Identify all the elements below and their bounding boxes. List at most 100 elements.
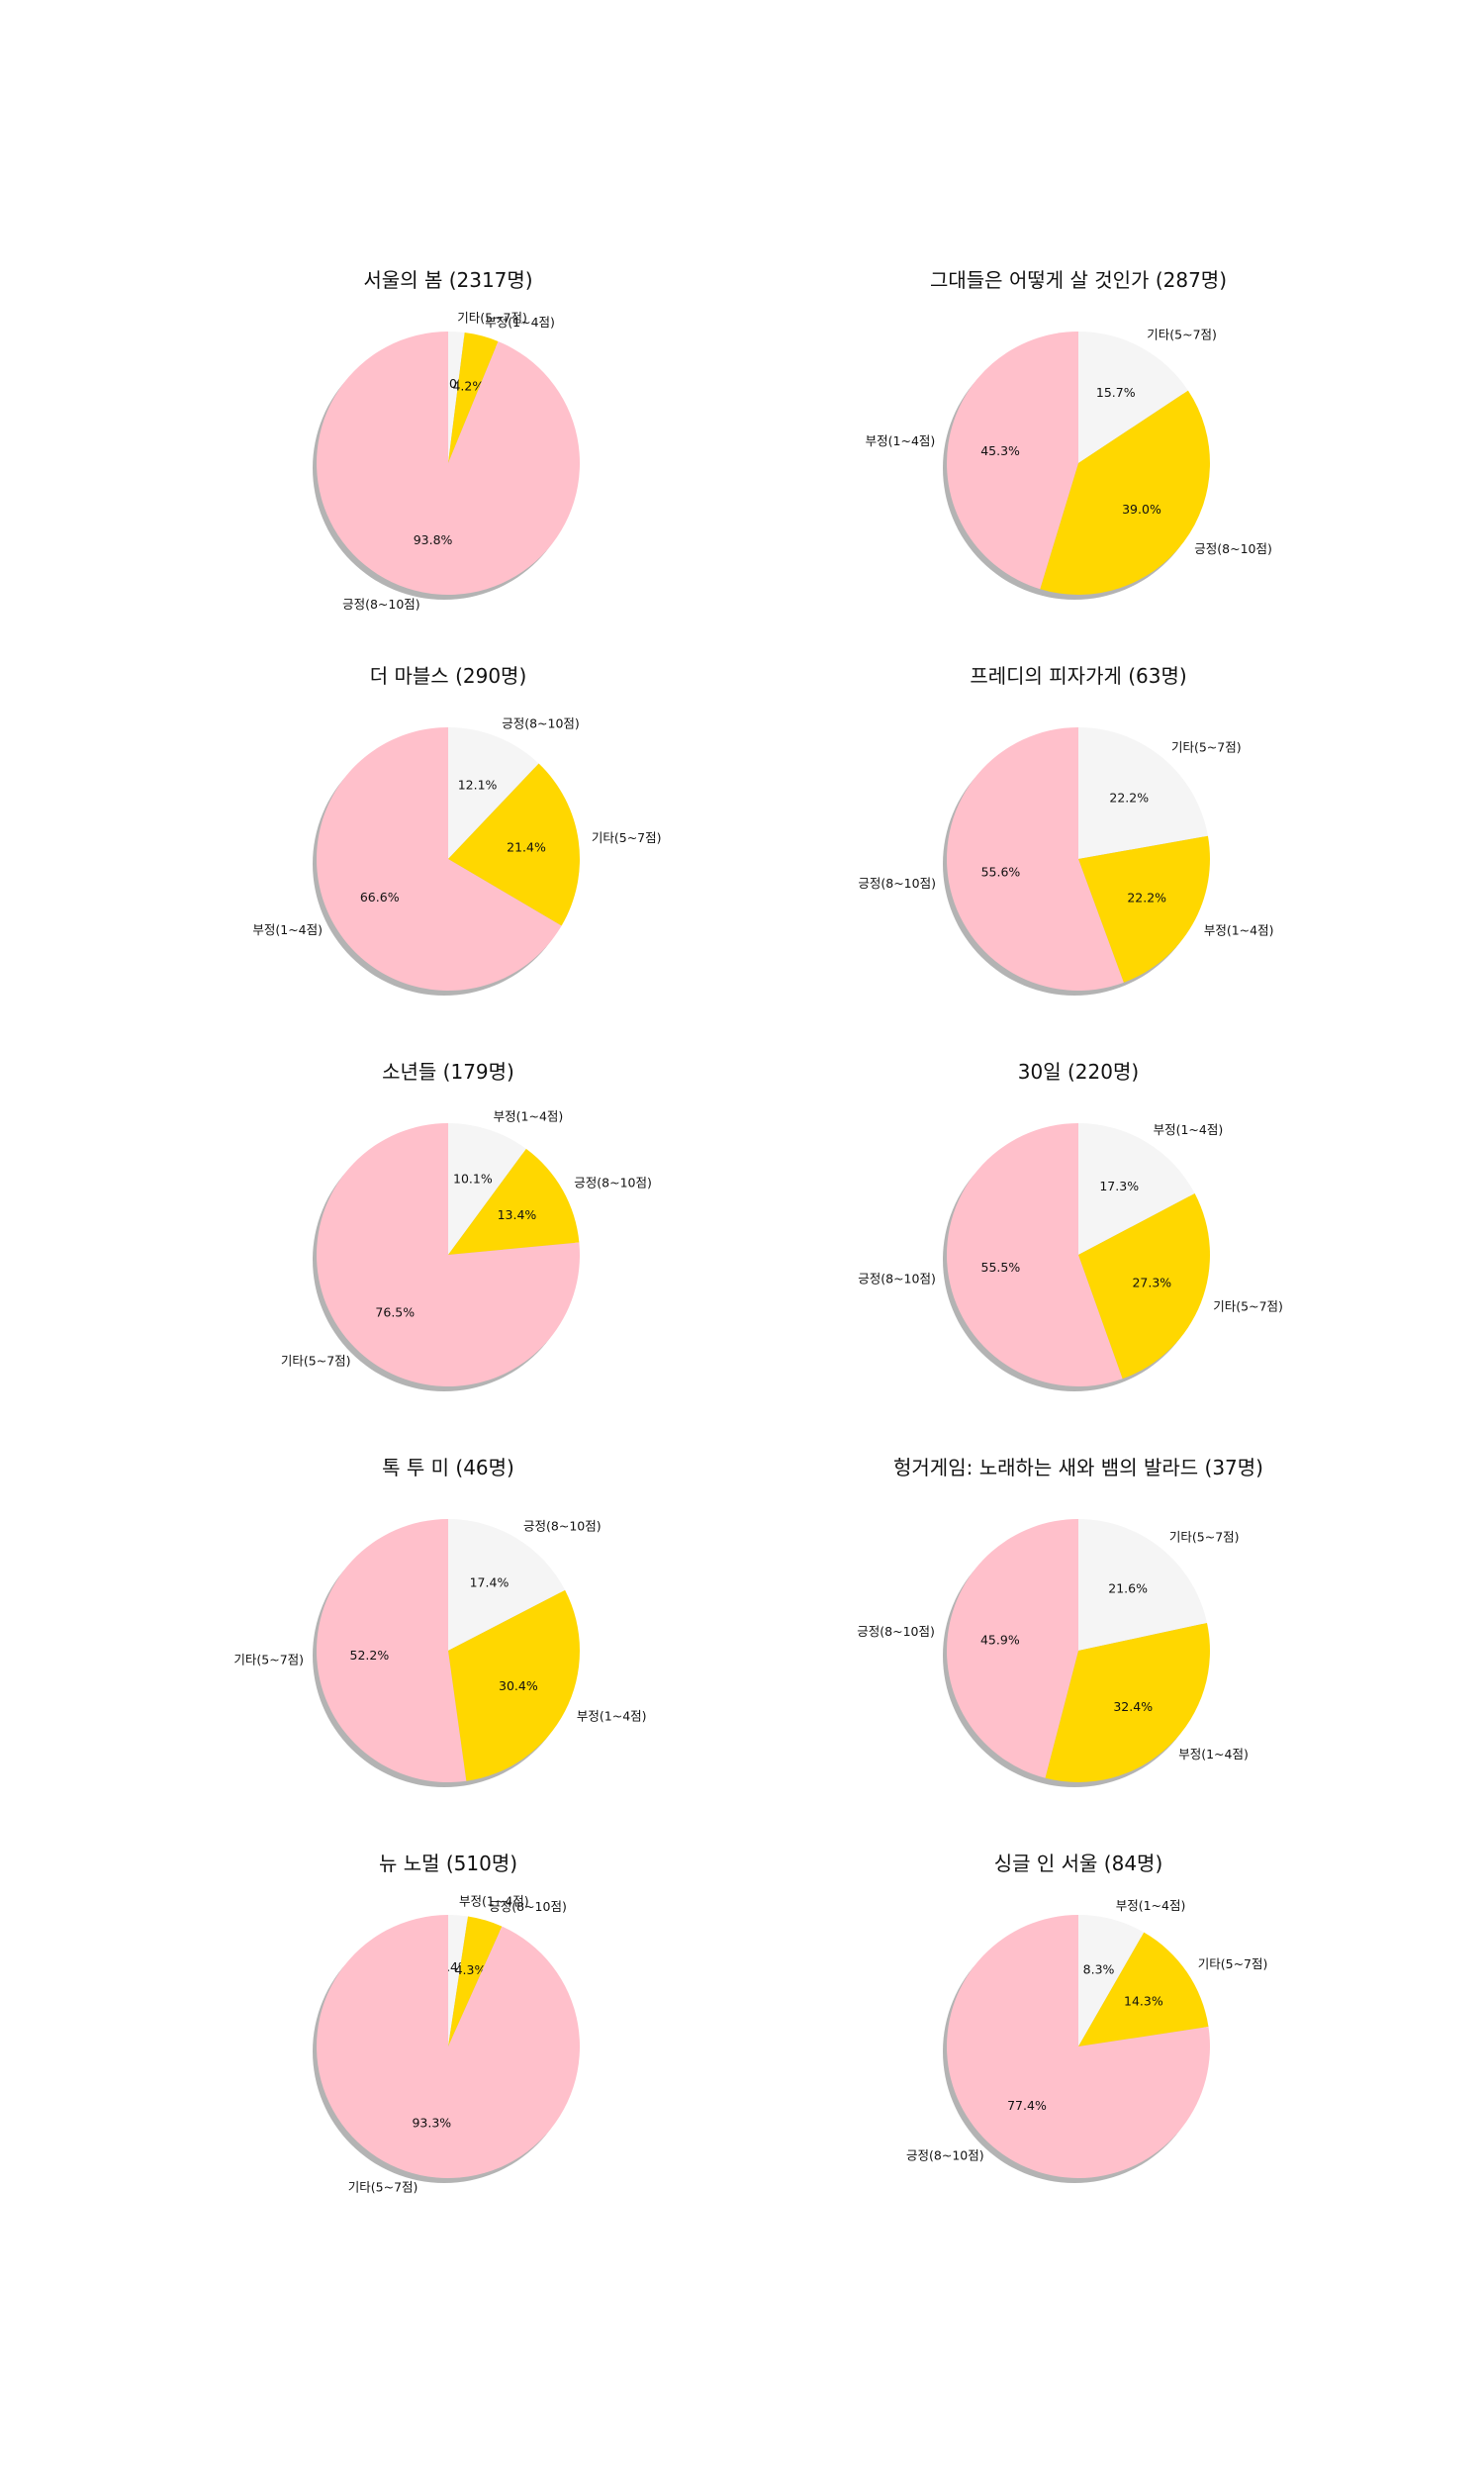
pie-slice bbox=[448, 1519, 566, 1651]
pie-slice bbox=[1045, 1622, 1210, 1782]
slice-percent-label: 17.4% bbox=[470, 1574, 510, 1589]
pie-chart-10: 싱글 인 서울 (84명) 부정(1~4점) 8.3% 기타(5~7점) 14.3% 긍정… bbox=[906, 1852, 1267, 2183]
slice-percent-label: 52.2% bbox=[350, 1648, 390, 1663]
pie-slice bbox=[448, 333, 499, 463]
slice-percent-label: 21.6% bbox=[1108, 1580, 1148, 1595]
slice-label: 부정(1~4점) bbox=[866, 433, 936, 448]
slice-percent-label: 55.6% bbox=[981, 864, 1021, 879]
slice-percent-label: 39.0% bbox=[1122, 502, 1161, 517]
slice-percent-label: 4.2% bbox=[452, 378, 484, 393]
pie-chart-7: 톡 투 미 (46명) 긍정(8~10점) 17.4% 부정(1~4점) 30.4% 기타… bbox=[233, 1456, 647, 1787]
slice-label: 부정(1~4점) bbox=[485, 315, 555, 330]
slice-percent-label: 55.5% bbox=[981, 1260, 1021, 1275]
slice-percent-label: 32.4% bbox=[1113, 1699, 1153, 1714]
pie-slice bbox=[1078, 1123, 1195, 1255]
slice-label: 부정(1~4점) bbox=[1154, 1122, 1224, 1137]
slice-label: 기타(5~7점) bbox=[1171, 739, 1242, 754]
pie-chart-1: 서울의 봄 (2317명)기타(5~7점)2.0%부정(1~4점)4.2%긍정(… bbox=[313, 268, 581, 612]
slice-label: 부정(1~4점) bbox=[1116, 1898, 1186, 1913]
slice-label: 긍정(8~10점) bbox=[502, 716, 580, 731]
slice-label: 기타(5~7점) bbox=[1169, 1530, 1240, 1545]
slice-label: 긍정(8~10점) bbox=[858, 1271, 936, 1285]
slice-label: 긍정(8~10점) bbox=[574, 1175, 652, 1189]
slice-percent-label: 45.3% bbox=[980, 443, 1020, 458]
slice-percent-label: 45.9% bbox=[980, 1632, 1020, 1647]
pie-slice bbox=[1078, 1932, 1209, 2046]
slice-percent-label: 4.3% bbox=[455, 1962, 487, 1977]
pie-chart-9: 뉴 노멀 (510명)부정(1~4점)2.4%긍정(8~10점)4.3%기타(5… bbox=[313, 1852, 581, 2195]
pie-slice bbox=[1078, 727, 1208, 859]
pie-slice bbox=[448, 727, 539, 859]
slice-percent-label: 12.1% bbox=[458, 777, 498, 792]
slice-label: 긍정(8~10점) bbox=[857, 1624, 935, 1639]
slice-label: 기타(5~7점) bbox=[281, 1354, 351, 1369]
pie-chart-4: 프레디의 피자가게 (63명) 기타(5~7점) 22.2% 부정(1~4점) 22.2… bbox=[858, 664, 1273, 996]
slice-percent-label: 22.2% bbox=[1127, 890, 1166, 904]
pie-slice bbox=[317, 1123, 581, 1387]
slice-label: 기타(5~7점) bbox=[1147, 328, 1217, 342]
pie-slice bbox=[946, 727, 1124, 991]
pie-slice bbox=[448, 1589, 580, 1781]
chart-title: 더 마블스 (290명) bbox=[370, 664, 527, 688]
slice-label: 기타(5~7점) bbox=[233, 1653, 304, 1667]
slice-percent-label: 21.4% bbox=[507, 839, 546, 854]
pie-slice bbox=[448, 1915, 468, 2046]
slice-percent-label: 77.4% bbox=[1007, 2098, 1047, 2113]
slice-label: 긍정(8~10점) bbox=[523, 1519, 602, 1534]
slice-label: 부정(1~4점) bbox=[577, 1709, 647, 1724]
slice-percent-label: 22.2% bbox=[1109, 790, 1149, 805]
chart-title: 30일 (220명) bbox=[1018, 1060, 1139, 1084]
pie-slice bbox=[1078, 835, 1211, 983]
pie-slice bbox=[1078, 1519, 1208, 1651]
chart-title: 소년들 (179명) bbox=[382, 1060, 514, 1084]
slice-label: 기타(5~7점) bbox=[1213, 1299, 1283, 1314]
chart-title: 서울의 봄 (2317명) bbox=[363, 268, 532, 292]
slice-label: 긍정(8~10점) bbox=[489, 1899, 567, 1914]
pie-chart-2: 그대들은 어떻게 살 것인가 (287명) 기타(5~7점) 15.7% 긍정(8~1… bbox=[866, 268, 1272, 600]
slice-label: 부정(1~4점) bbox=[1178, 1747, 1249, 1761]
slice-label: 부정(1~4점) bbox=[494, 1109, 564, 1124]
slice-label: 긍정(8~10점) bbox=[906, 2147, 984, 2162]
slice-percent-label: 15.7% bbox=[1096, 385, 1136, 400]
pie-slice bbox=[1078, 1193, 1210, 1380]
slice-label: 부정(1~4점) bbox=[1204, 922, 1274, 937]
pie-slice bbox=[946, 1915, 1210, 2179]
slice-label: 기타(5~7점) bbox=[1198, 1956, 1268, 1971]
pie-slice bbox=[1040, 390, 1210, 595]
slice-percent-label: 93.8% bbox=[414, 532, 453, 547]
pie-slice bbox=[317, 332, 581, 595]
slice-percent-label: 13.4% bbox=[498, 1207, 537, 1222]
slice-percent-label: 8.3% bbox=[1083, 1961, 1115, 1976]
pie-slice bbox=[317, 1915, 581, 2179]
slice-label: 긍정(8~10점) bbox=[342, 597, 420, 612]
chart-title: 싱글 인 서울 (84명) bbox=[994, 1852, 1163, 1875]
pie-slice bbox=[946, 1519, 1078, 1778]
pie-slice bbox=[448, 332, 465, 463]
slice-percent-label: 66.6% bbox=[360, 890, 400, 904]
pie-chart-8: 헝거게임: 노래하는 새와 뱀의 발라드 (37명) 기타(5~7점) 21.6% 부… bbox=[857, 1456, 1263, 1787]
pie-slice bbox=[1078, 1915, 1145, 2046]
slice-label: 긍정(8~10점) bbox=[858, 876, 936, 891]
pie-slice bbox=[448, 1916, 503, 2046]
pie-slice bbox=[1078, 332, 1188, 463]
pie-slice bbox=[316, 727, 562, 992]
chart-title: 프레디의 피자가게 (63명) bbox=[970, 664, 1186, 688]
pie-chart-3: 더 마블스 (290명) 긍정(8~10점) 12.1% 기타(5~7점) 21.4% 부… bbox=[252, 664, 662, 996]
slice-label: 기타(5~7점) bbox=[348, 2180, 418, 2195]
pie-slice bbox=[946, 1123, 1123, 1386]
slice-label: 부정(1~4점) bbox=[459, 1894, 529, 1909]
pie-slice bbox=[947, 332, 1078, 590]
pie-slice bbox=[448, 763, 580, 926]
slice-percent-label: 93.3% bbox=[412, 2116, 451, 2131]
pie-chart-5: 소년들 (179명) 부정(1~4점) 10.1% 긍정(8~10점) 13.4% 기타(… bbox=[281, 1060, 652, 1391]
slice-label: 기타(5~7점) bbox=[457, 310, 527, 325]
chart-title: 톡 투 미 (46명) bbox=[382, 1456, 514, 1479]
slice-percent-label: 10.1% bbox=[453, 1172, 493, 1187]
pie-slice bbox=[448, 1123, 526, 1255]
slice-label: 기타(5~7점) bbox=[592, 830, 662, 845]
slice-percent-label: 14.3% bbox=[1124, 1993, 1163, 2008]
pie-slice bbox=[316, 1519, 467, 1782]
chart-title: 그대들은 어떻게 살 것인가 (287명) bbox=[930, 268, 1227, 292]
slice-label: 부정(1~4점) bbox=[252, 922, 323, 937]
